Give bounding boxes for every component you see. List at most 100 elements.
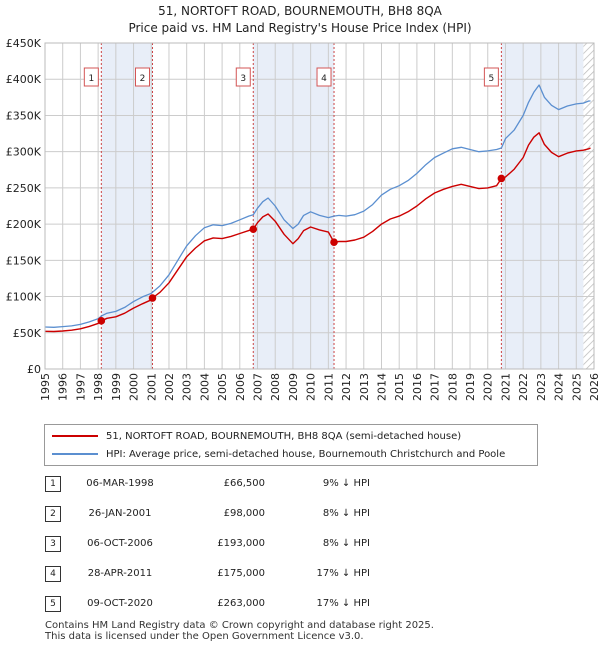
y-tick-label: £0 <box>27 363 41 376</box>
hpi-line <box>44 84 591 328</box>
x-tick-label: 2013 <box>358 373 371 401</box>
sale-label-number: 3 <box>240 74 246 84</box>
sale-label-number: 4 <box>321 74 327 84</box>
y-tick-label: £200K <box>6 218 42 231</box>
x-tick-label: 2004 <box>198 373 211 401</box>
ownership-period-shade <box>101 43 153 369</box>
x-tick-label: 2012 <box>340 373 353 401</box>
y-tick-label: £50K <box>13 327 42 340</box>
y-tick-label: £300K <box>6 146 42 159</box>
table-row: 4 28-APR-2011 £175,000 17% ↓ HPI <box>0 565 600 585</box>
x-tick-label: 2000 <box>128 373 141 401</box>
y-tick-label: £450K <box>6 37 42 50</box>
x-tick-label: 2002 <box>163 373 176 401</box>
sale-label-box <box>483 67 499 87</box>
transaction-number: 1 <box>45 476 61 492</box>
transaction-price: £66,500 <box>223 478 265 489</box>
x-tick-label: 1997 <box>74 373 87 401</box>
x-tick-label: 2007 <box>252 373 265 401</box>
x-tick-label: 2025 <box>570 373 583 401</box>
footer-licence: This data is licensed under the Open Gov… <box>45 631 364 642</box>
table-row: 3 06-OCT-2006 £193,000 8% ↓ HPI <box>0 535 600 555</box>
transaction-date: 09-OCT-2020 <box>87 598 153 609</box>
legend: 51, NORTOFT ROAD, BOURNEMOUTH, BH8 8QA (… <box>44 424 538 466</box>
transaction-price: £193,000 <box>217 538 265 549</box>
transaction-hpi-diff: 8% ↓ HPI <box>322 538 370 549</box>
legend-item-property: 51, NORTOFT ROAD, BOURNEMOUTH, BH8 8QA (… <box>45 427 461 445</box>
x-tick-label: 2017 <box>429 373 442 401</box>
sale-label-box <box>134 67 150 87</box>
transaction-date: 28-APR-2011 <box>87 568 153 579</box>
sale-label-box <box>235 67 251 87</box>
sale-label-number: 5 <box>489 74 495 84</box>
x-tick-label: 2020 <box>482 373 495 401</box>
x-tick-label: 1999 <box>110 373 123 401</box>
transaction-number: 2 <box>45 506 61 522</box>
y-tick-label: £100K <box>6 291 42 304</box>
x-tick-label: 2024 <box>553 373 566 401</box>
transaction-number: 3 <box>45 536 61 552</box>
sale-point <box>249 225 258 233</box>
transaction-date: 06-OCT-2006 <box>87 538 153 549</box>
x-tick-label: 2003 <box>181 373 194 401</box>
x-tick-label: 2019 <box>464 373 477 401</box>
legend-label-property: 51, NORTOFT ROAD, BOURNEMOUTH, BH8 8QA (… <box>106 430 462 442</box>
x-tick-label: 2026 <box>588 373 600 401</box>
transaction-hpi-diff: 8% ↓ HPI <box>322 508 370 519</box>
y-tick-label: £400K <box>6 73 42 86</box>
transaction-date: 06-MAR-1998 <box>86 478 154 489</box>
legend-swatch-property <box>52 435 98 437</box>
x-tick-label: 2022 <box>517 373 530 401</box>
transaction-number: 5 <box>45 596 61 612</box>
y-tick-label: £250K <box>6 182 42 195</box>
legend-label-hpi: HPI: Average price, semi-detached house,… <box>106 448 506 460</box>
x-tick-label: 2016 <box>411 373 424 401</box>
x-tick-label: 2018 <box>446 373 459 401</box>
ownership-period-shade <box>501 43 584 369</box>
transaction-price: £263,000 <box>217 598 265 609</box>
table-row: 5 09-OCT-2020 £263,000 17% ↓ HPI <box>0 595 600 615</box>
x-tick-label: 2023 <box>535 373 548 401</box>
x-tick-label: 2014 <box>375 373 388 401</box>
transaction-hpi-diff: 17% ↓ HPI <box>316 598 370 609</box>
sale-label-number: 1 <box>88 74 94 84</box>
sale-label-box <box>316 67 332 87</box>
sale-point <box>497 174 506 183</box>
sale-label-box <box>83 67 99 87</box>
price-chart: £0 £50K £100K £150K £200K £250K £300K £350K £400… <box>6 37 600 401</box>
x-tick-label: 2011 <box>322 373 335 401</box>
transaction-hpi-diff: 17% ↓ HPI <box>316 568 370 579</box>
sale-label-number: 2 <box>140 74 146 84</box>
x-tick-label: 2005 <box>216 373 229 401</box>
transaction-price: £175,000 <box>217 568 265 579</box>
transaction-hpi-diff: 9% ↓ HPI <box>322 478 370 489</box>
y-tick-label: £350K <box>6 109 42 122</box>
table-row: 2 26-JAN-2001 £98,000 8% ↓ HPI <box>0 505 600 525</box>
transaction-date: 26-JAN-2001 <box>88 508 152 519</box>
x-tick-label: 2008 <box>269 373 282 401</box>
x-tick-label: 1996 <box>57 373 70 401</box>
forecast-hatch <box>583 43 594 369</box>
sale-point <box>97 317 106 325</box>
property-line <box>44 132 591 333</box>
footer-copyright: Contains HM Land Registry data © Crown c… <box>45 620 434 631</box>
legend-swatch-hpi <box>52 453 98 455</box>
x-tick-label: 1995 <box>39 373 52 401</box>
plot-border <box>44 42 595 370</box>
chart-title: 51, NORTOFT ROAD, BOURNEMOUTH, BH8 8QA <box>158 4 442 18</box>
x-tick-label: 2021 <box>499 373 512 401</box>
x-tick-label: 2001 <box>145 373 158 401</box>
sale-point <box>330 238 338 247</box>
transaction-number: 4 <box>45 566 61 582</box>
y-tick-label: £150K <box>6 254 42 267</box>
x-tick-label: 2006 <box>234 373 247 401</box>
transaction-price: £98,000 <box>223 508 265 519</box>
sale-point <box>148 294 157 302</box>
ownership-period-shade <box>253 43 335 369</box>
chart-subtitle: Price paid vs. HM Land Registry's House … <box>128 21 472 35</box>
table-row: 1 06-MAR-1998 £66,500 9% ↓ HPI <box>0 475 600 495</box>
x-tick-label: 1998 <box>92 373 105 401</box>
x-tick-label: 2009 <box>287 373 300 401</box>
legend-item-hpi: HPI: Average price, semi-detached house,… <box>45 445 505 463</box>
